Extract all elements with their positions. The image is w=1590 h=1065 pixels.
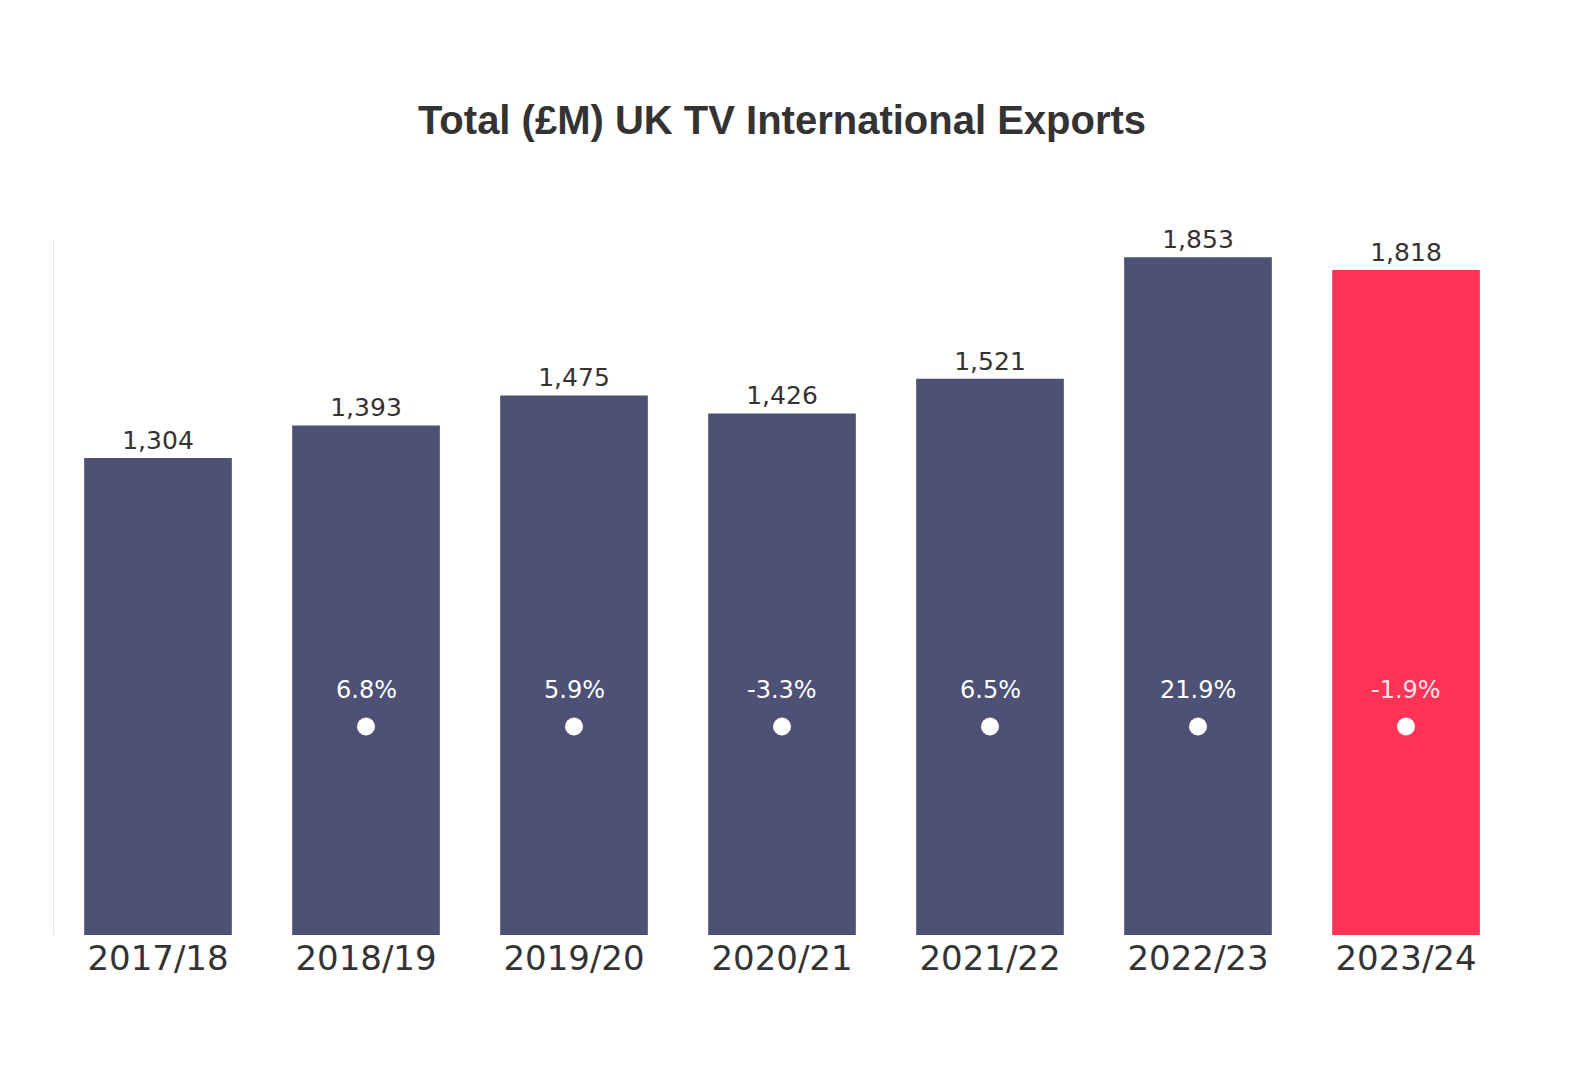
svg-text:2022/23: 2022/23: [1127, 938, 1268, 978]
svg-text:Total (£M) UK TV International: Total (£M) UK TV International Exports: [418, 98, 1146, 142]
svg-text:2023/24: 2023/24: [1335, 938, 1476, 978]
svg-text:1,393: 1,393: [330, 393, 402, 422]
svg-text:1,818: 1,818: [1370, 238, 1442, 267]
svg-text:1,426: 1,426: [746, 381, 818, 410]
svg-text:6.8%: 6.8%: [336, 676, 397, 704]
svg-text:2019/20: 2019/20: [503, 938, 644, 978]
svg-text:1,475: 1,475: [538, 363, 610, 392]
svg-text:1,304: 1,304: [122, 426, 194, 455]
svg-text:6.5%: 6.5%: [960, 676, 1021, 704]
svg-text:1,853: 1,853: [1162, 225, 1234, 254]
svg-text:5.9%: 5.9%: [544, 676, 605, 704]
svg-text:2017/18: 2017/18: [87, 938, 228, 978]
svg-text:21.9%: 21.9%: [1160, 676, 1236, 704]
svg-text:-1.9%: -1.9%: [1371, 676, 1441, 704]
svg-text:-3.3%: -3.3%: [747, 676, 817, 704]
svg-text:1,521: 1,521: [954, 347, 1026, 376]
svg-text:2020/21: 2020/21: [711, 938, 852, 978]
svg-text:2021/22: 2021/22: [919, 938, 1060, 978]
svg-text:2018/19: 2018/19: [295, 938, 436, 978]
